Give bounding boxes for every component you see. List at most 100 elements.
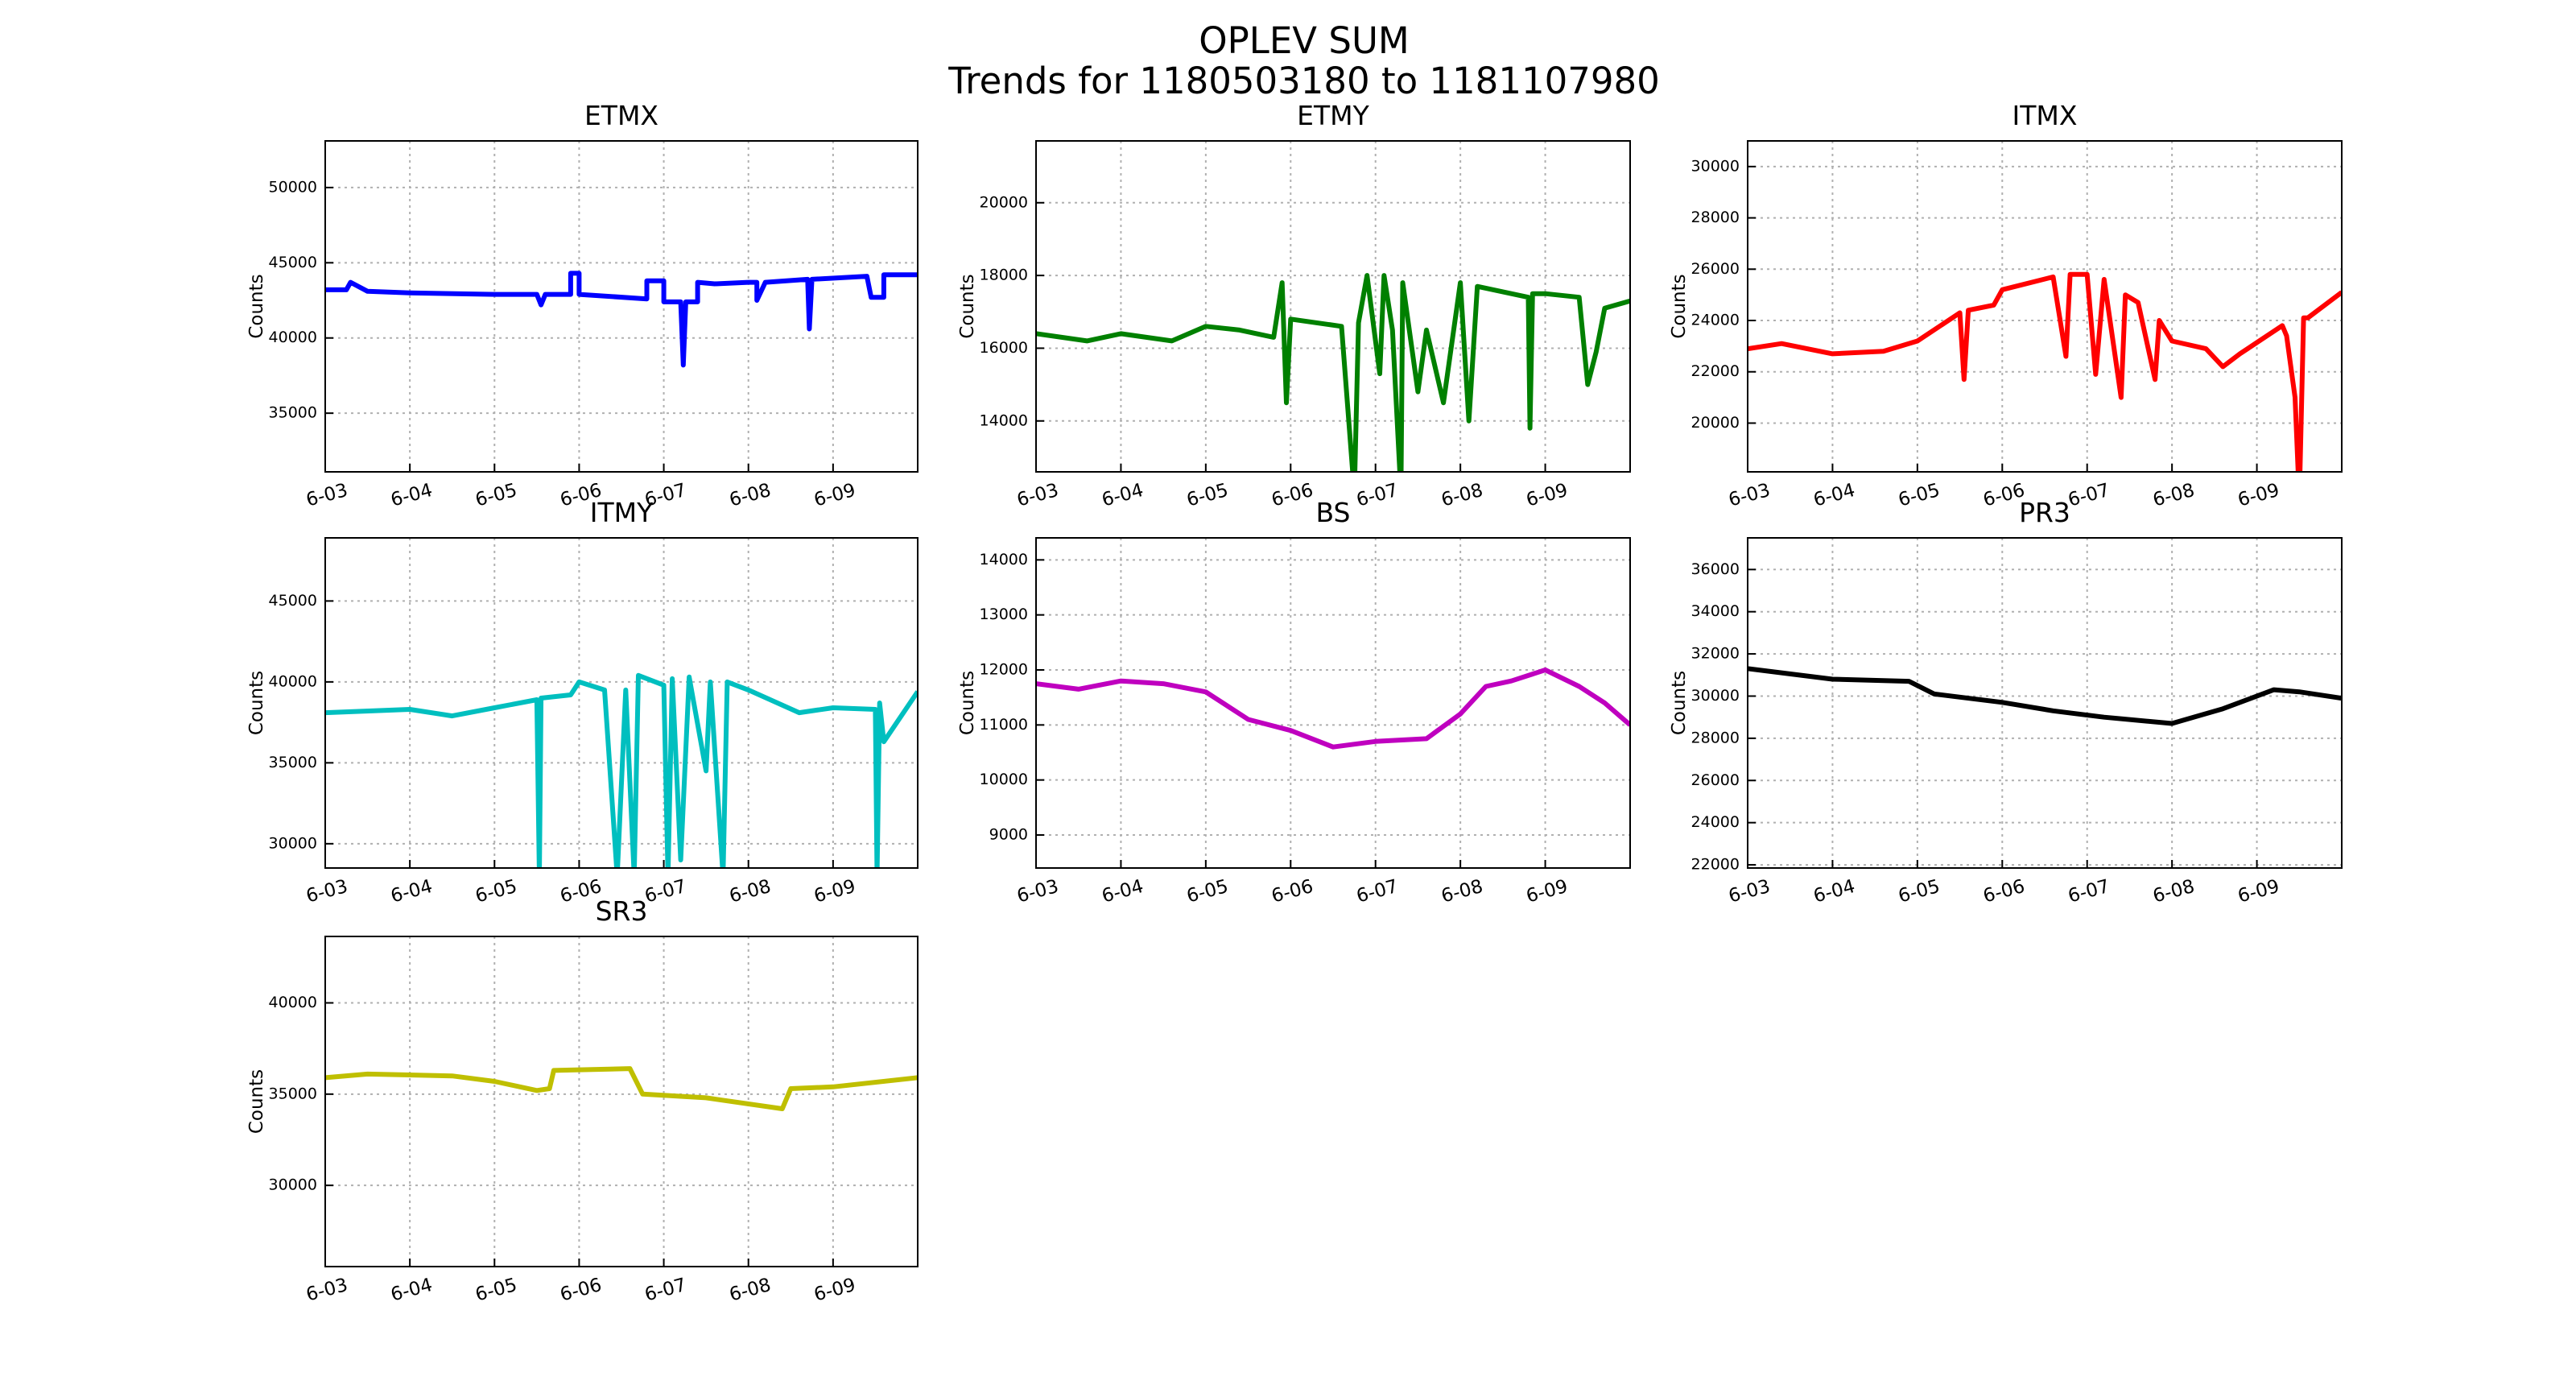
x-tick-label: 6-05 xyxy=(1184,480,1230,511)
x-tick-label: 6-09 xyxy=(2235,876,2281,907)
y-axis-label: Counts xyxy=(1669,274,1690,338)
data-line xyxy=(1748,271,2342,472)
axes-frame xyxy=(324,140,919,473)
y-tick-label: 20000 xyxy=(980,193,1028,211)
x-tick-label: 6-05 xyxy=(1896,480,1942,511)
x-tick-label: 6-07 xyxy=(1354,876,1400,907)
y-tick-label: 9000 xyxy=(989,826,1028,844)
y-tick-label: 35000 xyxy=(269,754,317,771)
subplot-title: SR3 xyxy=(596,895,648,927)
x-tick-label: 6-09 xyxy=(811,876,857,907)
y-tick-label: 36000 xyxy=(1691,560,1740,578)
plot-area xyxy=(1748,141,2342,472)
x-tick-label: 6-04 xyxy=(1100,480,1146,511)
subplot: 9000 10000 11000 12000 13000 14000 6-03 6-04 6-0… xyxy=(957,497,1631,907)
x-tick-label: 6-05 xyxy=(1896,876,1942,907)
y-tick-label: 26000 xyxy=(1691,771,1740,789)
x-tick-label: 6-07 xyxy=(2066,480,2112,511)
x-tick-label: 6-04 xyxy=(1811,876,1857,907)
subplot-title: BS xyxy=(1315,497,1350,528)
y-axis-label: Counts xyxy=(1669,671,1690,735)
x-tick-label: 6-03 xyxy=(1727,876,1773,907)
y-tick-label: 16000 xyxy=(980,339,1028,357)
x-tick-label: 6-03 xyxy=(1015,480,1061,511)
subplot: 22000 24000 26000 28000 30000 32000 34000 36000… xyxy=(1669,497,2343,907)
x-tick-label: 6-07 xyxy=(1354,480,1400,511)
x-tick-label: 6-09 xyxy=(811,480,857,511)
subplot: 20000 22000 24000 26000 28000 30000 6-03 6-04 6-… xyxy=(1669,100,2343,511)
plot-area xyxy=(325,936,918,1267)
x-tick-label: 6-07 xyxy=(2066,876,2112,907)
subplot: 14000 16000 18000 20000 6-03 6-04 6-05 6-06 6-07… xyxy=(957,100,1631,511)
figure-title: OPLEV SUM xyxy=(1199,19,1409,62)
y-tick-label: 35000 xyxy=(269,404,317,422)
data-line xyxy=(1036,668,1630,750)
x-tick-label: 6-03 xyxy=(304,876,350,907)
x-tick-label: 6-03 xyxy=(1727,480,1773,511)
x-tick-label: 6-04 xyxy=(389,876,435,907)
x-tick-label: 6-04 xyxy=(1100,876,1146,907)
x-tick-label: 6-06 xyxy=(558,1275,604,1306)
x-tick-label: 6-07 xyxy=(642,1275,688,1306)
x-tick-label: 6-08 xyxy=(1439,480,1485,511)
x-tick-label: 6-09 xyxy=(1524,876,1570,907)
data-line xyxy=(325,271,918,368)
y-tick-label: 10000 xyxy=(980,771,1028,788)
y-tick-label: 14000 xyxy=(980,411,1028,429)
x-tick-label: 6-08 xyxy=(727,1275,773,1306)
x-tick-label: 6-03 xyxy=(1015,876,1061,907)
y-axis-label: Counts xyxy=(246,671,267,735)
y-axis-label: Counts xyxy=(957,274,978,338)
x-tick-label: 6-06 xyxy=(1981,876,2027,907)
y-axis-label: Counts xyxy=(246,274,267,338)
x-tick-label: 6-06 xyxy=(1269,480,1315,511)
x-tick-label: 6-08 xyxy=(727,480,773,511)
plot-area xyxy=(325,141,918,472)
x-tick-label: 6-08 xyxy=(2151,480,2197,511)
subplot-title: ETMY xyxy=(1297,100,1369,131)
x-tick-label: 6-05 xyxy=(473,876,519,907)
y-tick-label: 12000 xyxy=(980,661,1028,679)
axes-frame xyxy=(324,936,919,1267)
axes-frame xyxy=(324,537,919,869)
y-tick-label: 24000 xyxy=(1691,813,1740,831)
y-axis-label: Counts xyxy=(957,671,978,735)
y-tick-label: 45000 xyxy=(269,254,317,271)
y-tick-label: 28000 xyxy=(1691,729,1740,746)
x-tick-label: 6-04 xyxy=(1811,480,1857,511)
subplot-title: ITMY xyxy=(590,497,654,528)
plot-area xyxy=(1036,141,1630,472)
x-tick-label: 6-09 xyxy=(811,1275,857,1306)
subplot-title: ITMX xyxy=(2013,100,2078,131)
y-tick-label: 14000 xyxy=(980,551,1028,568)
y-tick-label: 40000 xyxy=(269,672,317,690)
axes-frame xyxy=(1035,140,1631,473)
plot-area xyxy=(1036,538,1630,868)
y-tick-label: 32000 xyxy=(1691,645,1740,663)
data-line xyxy=(1036,273,1630,472)
axes-frame xyxy=(1035,537,1631,869)
y-tick-label: 50000 xyxy=(269,178,317,196)
x-tick-label: 6-03 xyxy=(304,1275,350,1306)
y-tick-label: 40000 xyxy=(269,994,317,1011)
plot-area xyxy=(1748,538,2342,868)
x-tick-label: 6-09 xyxy=(1524,480,1570,511)
x-tick-label: 6-05 xyxy=(473,480,519,511)
data-line xyxy=(1748,666,2342,726)
y-tick-label: 34000 xyxy=(1691,602,1740,620)
x-tick-label: 6-08 xyxy=(2151,876,2197,907)
y-axis-label: Counts xyxy=(246,1069,267,1134)
y-tick-label: 30000 xyxy=(1691,687,1740,705)
y-tick-label: 40000 xyxy=(269,329,317,346)
y-tick-label: 18000 xyxy=(980,267,1028,284)
axes-frame xyxy=(1747,140,2343,473)
y-tick-label: 22000 xyxy=(1691,362,1740,380)
axes-frame xyxy=(1747,537,2343,869)
y-tick-label: 30000 xyxy=(269,1176,317,1194)
data-line xyxy=(325,672,918,868)
y-tick-label: 28000 xyxy=(1691,209,1740,226)
